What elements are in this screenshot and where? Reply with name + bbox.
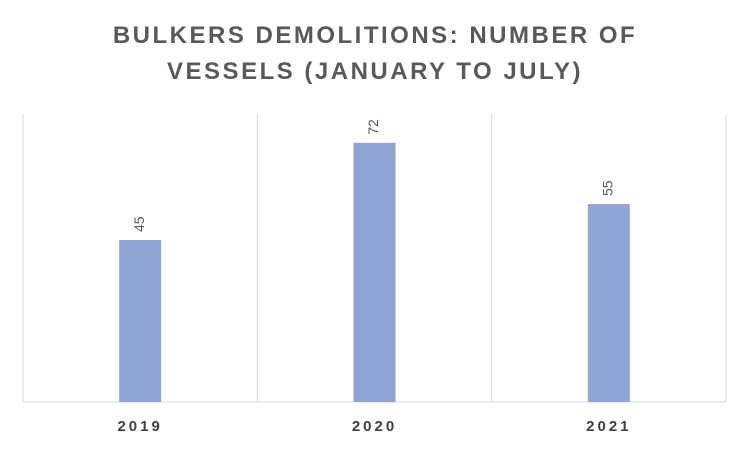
bar [119,240,162,402]
bar [353,142,396,403]
bar [587,204,630,402]
x-tick-label: 2020 [352,418,397,435]
data-label: 45 [131,216,147,232]
data-label: 72 [365,119,381,135]
x-tick-label: 2019 [117,418,162,435]
data-label: 55 [600,180,616,196]
chart-title: BULKERS DEMOLITIONS: NUMBER OF VESSELS (… [112,22,638,85]
x-tick-label: 2021 [586,418,631,435]
